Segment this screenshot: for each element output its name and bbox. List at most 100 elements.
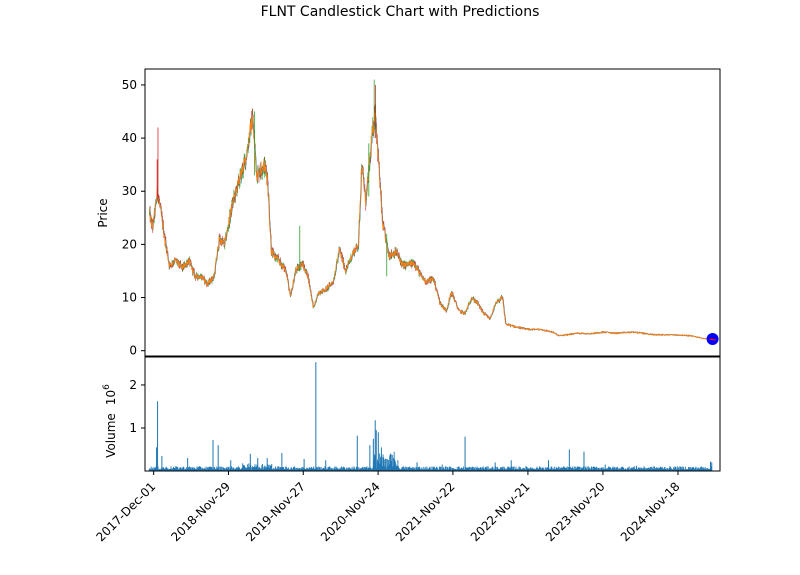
volume-bar — [574, 466, 576, 471]
volume-bar — [499, 469, 501, 471]
volume-bar — [172, 469, 174, 471]
volume-bar — [436, 466, 438, 471]
volume-bar — [560, 467, 561, 471]
volume-bar — [662, 469, 664, 471]
volume-bar — [352, 469, 354, 471]
volume-bar — [227, 466, 229, 471]
volume-bar — [568, 467, 569, 471]
volume-bar — [582, 468, 584, 471]
volume-bar — [361, 467, 363, 471]
volume-bar — [273, 468, 275, 471]
volume-bar — [166, 467, 168, 471]
volume-bar — [231, 469, 233, 471]
volume-bar — [481, 467, 483, 471]
volume-bar — [260, 468, 262, 471]
volume-bar — [243, 465, 245, 471]
volume-bar — [527, 467, 529, 471]
volume-bar — [620, 469, 621, 471]
volume-bar — [385, 458, 386, 471]
volume-spike-bar — [369, 445, 371, 471]
volume-bar — [316, 466, 318, 471]
volume-bar — [264, 467, 266, 471]
volume-bar — [336, 468, 338, 471]
volume-bar — [522, 467, 524, 471]
volume-bar — [660, 468, 662, 471]
volume-bar — [683, 468, 685, 471]
volume-bar — [323, 468, 325, 471]
volume-bar — [615, 467, 617, 471]
volume-bar — [326, 468, 328, 471]
volume-bar — [348, 467, 350, 471]
volume-bar — [149, 468, 151, 471]
volume-bar — [351, 466, 353, 471]
volume-bar — [503, 466, 505, 471]
volume-bar — [586, 468, 587, 471]
volume-bar — [314, 468, 316, 471]
volume-bar — [511, 466, 513, 471]
volume-bar — [673, 467, 675, 471]
volume-spike-bar — [303, 458, 305, 471]
volume-bar — [351, 468, 352, 471]
volume-bar — [435, 467, 437, 471]
volume-bar — [572, 466, 574, 471]
volume-bar — [458, 466, 460, 471]
volume-bar — [245, 467, 247, 471]
volume-bar — [223, 468, 225, 471]
volume-bar — [150, 466, 152, 471]
volume-bar — [482, 468, 484, 471]
volume-bar — [353, 466, 355, 471]
volume-bar — [171, 469, 173, 471]
volume-bar — [261, 465, 263, 471]
volume-bar — [327, 467, 329, 471]
volume-spike-bar — [441, 464, 443, 471]
volume-bar — [160, 468, 162, 471]
volume-bar — [218, 466, 220, 471]
volume-bar — [309, 468, 311, 471]
volume-bar — [402, 466, 404, 471]
volume-bar — [577, 466, 579, 471]
volume-bar — [278, 466, 279, 471]
volume-bar — [640, 467, 642, 471]
volume-bar — [560, 468, 562, 471]
volume-bar — [240, 469, 242, 471]
volume-bar — [179, 467, 181, 471]
volume-bar — [446, 466, 448, 471]
volume-bar — [490, 468, 492, 471]
volume-bar — [461, 467, 463, 471]
volume-bar — [537, 468, 539, 471]
volume-bar — [440, 466, 441, 471]
volume-bar — [393, 458, 394, 471]
volume-bar — [402, 467, 404, 471]
volume-bar — [556, 468, 558, 471]
volume-bar — [390, 454, 392, 471]
volume-bar — [275, 468, 277, 471]
volume-bar — [578, 466, 580, 471]
volume-spike-bar — [372, 438, 374, 471]
volume-bar — [669, 466, 671, 471]
volume-bar — [472, 467, 474, 471]
volume-bar — [532, 467, 534, 471]
volume-spike-bar — [156, 447, 158, 471]
volume-bar — [460, 468, 462, 471]
volume-bar — [683, 466, 684, 471]
volume-bar — [296, 469, 298, 471]
volume-spike-bar — [389, 455, 391, 471]
volume-bar — [345, 469, 347, 471]
volume-bar — [341, 467, 343, 471]
volume-bar — [513, 466, 514, 471]
volume-bar — [618, 468, 620, 471]
volume-bar — [477, 467, 479, 471]
volume-spike-bar — [374, 420, 376, 471]
volume-bar — [379, 463, 381, 471]
volume-bar — [287, 467, 289, 471]
price-series — [148, 79, 712, 340]
volume-bar — [312, 467, 314, 471]
volume-bar — [247, 467, 249, 471]
volume-bar — [336, 467, 338, 471]
volume-bar — [311, 467, 313, 471]
volume-bar — [190, 469, 192, 471]
volume-bar — [188, 468, 190, 471]
volume-bar — [454, 468, 456, 471]
volume-bar — [267, 467, 269, 471]
volume-bar — [629, 468, 631, 471]
